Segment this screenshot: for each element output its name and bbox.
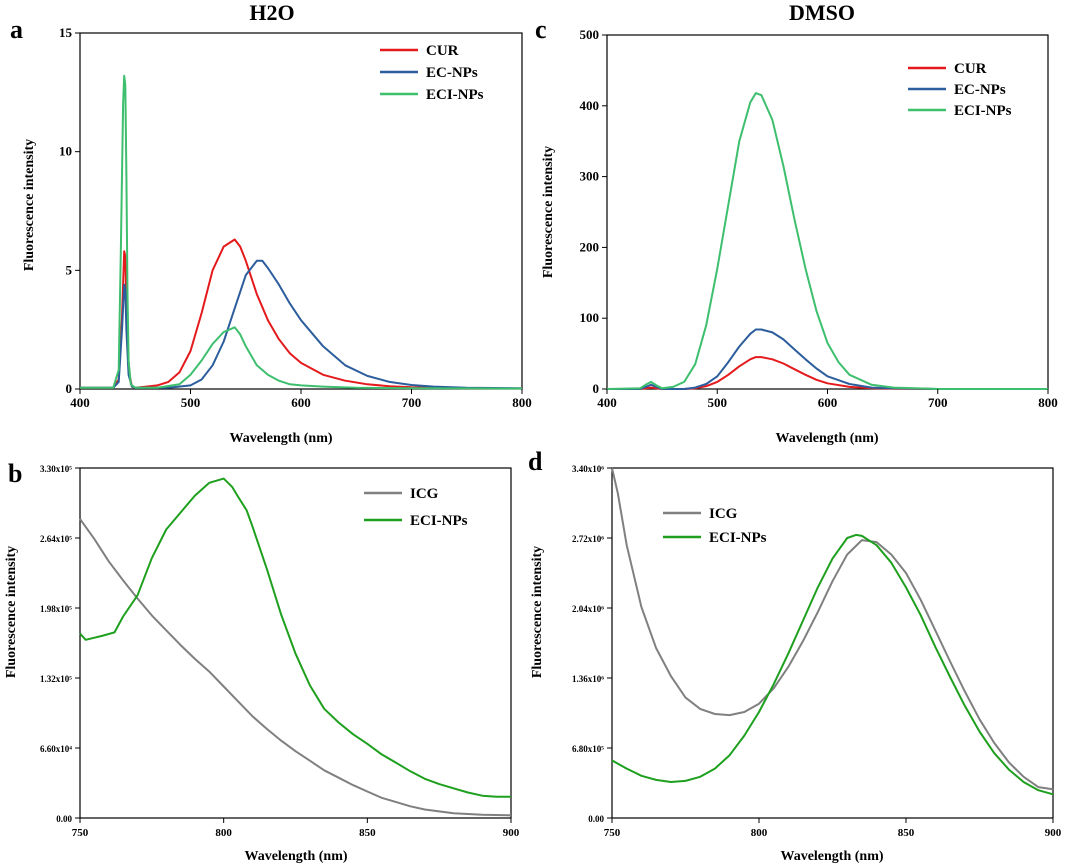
panel-c-chart: c DMSO Wavelength (nm) Fluorescence inte… — [535, 0, 1058, 446]
legend-label-cur: CUR — [954, 61, 987, 77]
x-tick-label: 800 — [751, 827, 768, 839]
x-tick-label: 700 — [402, 395, 422, 410]
legend-label-eci-nps: ECI-NPs — [426, 87, 484, 103]
y-tick-label: 300 — [580, 169, 600, 184]
y-tick-label: 2.72x10⁶ — [572, 534, 604, 544]
series-line-eci-nps — [80, 74, 523, 390]
y-tick-label: 1.36x10⁶ — [572, 674, 604, 684]
y-tick-label: 0.00 — [56, 814, 72, 824]
legend-label-ec-nps: EC-NPs — [954, 82, 1006, 98]
panel-d-xlabel: Wavelength (nm) — [780, 849, 883, 864]
x-tick-label: 400 — [70, 395, 90, 410]
legend-label-ec-nps: EC-NPs — [426, 65, 478, 81]
panel-b-xlabel: Wavelength (nm) — [244, 849, 347, 864]
y-tick-label: 1.32x10⁵ — [40, 674, 72, 684]
legend-label-eci-nps: ECI-NPs — [709, 530, 767, 546]
series-line-ec-nps — [607, 328, 1048, 390]
plot-frame — [79, 467, 512, 819]
panel-a-title: H2O — [249, 0, 294, 25]
y-tick-label: 5 — [66, 262, 73, 277]
series-line-cur — [80, 238, 523, 390]
x-tick-label: 850 — [898, 827, 915, 839]
x-tick-label: 750 — [72, 827, 89, 839]
x-tick-label: 600 — [291, 395, 311, 410]
y-tick-label: 200 — [580, 239, 600, 254]
x-tick-label: 500 — [708, 395, 728, 410]
panel-c-legend: CUR EC-NPs ECI-NPs — [908, 61, 1012, 119]
panel-letter-a: a — [10, 15, 23, 44]
y-tick-label: 6.60x10⁴ — [40, 744, 72, 754]
panel-b-chart: b Wavelength (nm) Fluorescence intensity… — [4, 459, 520, 864]
panel-a-legend: CUR EC-NPs ECI-NPs — [380, 43, 484, 103]
y-tick-label: 400 — [580, 98, 600, 113]
y-tick-label: 500 — [580, 27, 600, 42]
x-tick-label: 750 — [604, 827, 621, 839]
y-tick-label: 1.98x10⁵ — [40, 604, 72, 614]
panel-a-chart: a H2O Wavelength (nm) Fluorescence inten… — [10, 0, 532, 446]
y-tick-label: 3.40x10⁶ — [572, 464, 604, 474]
y-tick-label: 100 — [580, 310, 600, 325]
x-tick-label: 600 — [818, 395, 838, 410]
y-tick-label: 6.80x10⁵ — [572, 744, 604, 754]
series-line-cur — [607, 356, 1048, 390]
legend-label-eci-nps: ECI-NPs — [410, 513, 468, 529]
panel-a-xlabel: Wavelength (nm) — [229, 431, 332, 446]
x-tick-label: 850 — [359, 827, 376, 839]
series-line-icg — [611, 467, 1054, 791]
series-line-ec-nps — [80, 259, 523, 390]
y-tick-label: 10 — [59, 144, 72, 159]
y-tick-label: 0 — [593, 381, 600, 396]
series-line-eci-nps — [611, 533, 1054, 796]
x-tick-label: 900 — [1045, 827, 1062, 839]
y-tick-label: 15 — [59, 25, 73, 40]
y-tick-label: 0 — [66, 381, 73, 396]
x-tick-label: 500 — [181, 395, 201, 410]
series-line-eci-nps — [79, 477, 511, 798]
legend-label-icg: ICG — [410, 486, 439, 502]
legend-label-icg: ICG — [709, 506, 738, 522]
x-tick-label: 800 — [1038, 395, 1058, 410]
panel-letter-b: b — [8, 459, 22, 488]
legend-label-cur: CUR — [426, 43, 459, 59]
panel-b-legend: ICG ECI-NPs — [364, 486, 468, 529]
y-tick-label: 2.04x10⁶ — [572, 604, 604, 614]
panel-b-ylabel: Fluorescence intensity — [4, 546, 19, 678]
panel-letter-c: c — [535, 15, 547, 44]
panel-c-ylabel: Fluorescence intensity — [541, 146, 556, 278]
panel-d-legend: ICG ECI-NPs — [663, 506, 767, 546]
x-tick-label: 700 — [928, 395, 948, 410]
y-tick-label: 3.30x10⁵ — [40, 464, 72, 474]
y-tick-label: 0.00 — [588, 814, 604, 824]
panel-c-title: DMSO — [789, 0, 855, 25]
y-tick-label: 2.64x10⁵ — [40, 534, 72, 544]
x-tick-label: 400 — [597, 395, 617, 410]
panel-c-xlabel: Wavelength (nm) — [775, 431, 878, 446]
panel-a-ylabel: Fluorescence intensity — [22, 139, 37, 271]
panel-d-chart: d Wavelength (nm) Fluorescence intensity… — [528, 447, 1062, 864]
plot-frame — [611, 467, 1054, 819]
legend-label-eci-nps: ECI-NPs — [954, 103, 1012, 119]
panel-letter-d: d — [528, 447, 543, 476]
x-tick-label: 800 — [215, 827, 232, 839]
x-tick-label: 800 — [512, 395, 532, 410]
x-tick-label: 900 — [503, 827, 520, 839]
series-line-icg — [79, 518, 512, 817]
panel-d-ylabel: Fluorescence intensity — [530, 546, 545, 678]
series-line-eci-nps — [606, 92, 1048, 390]
